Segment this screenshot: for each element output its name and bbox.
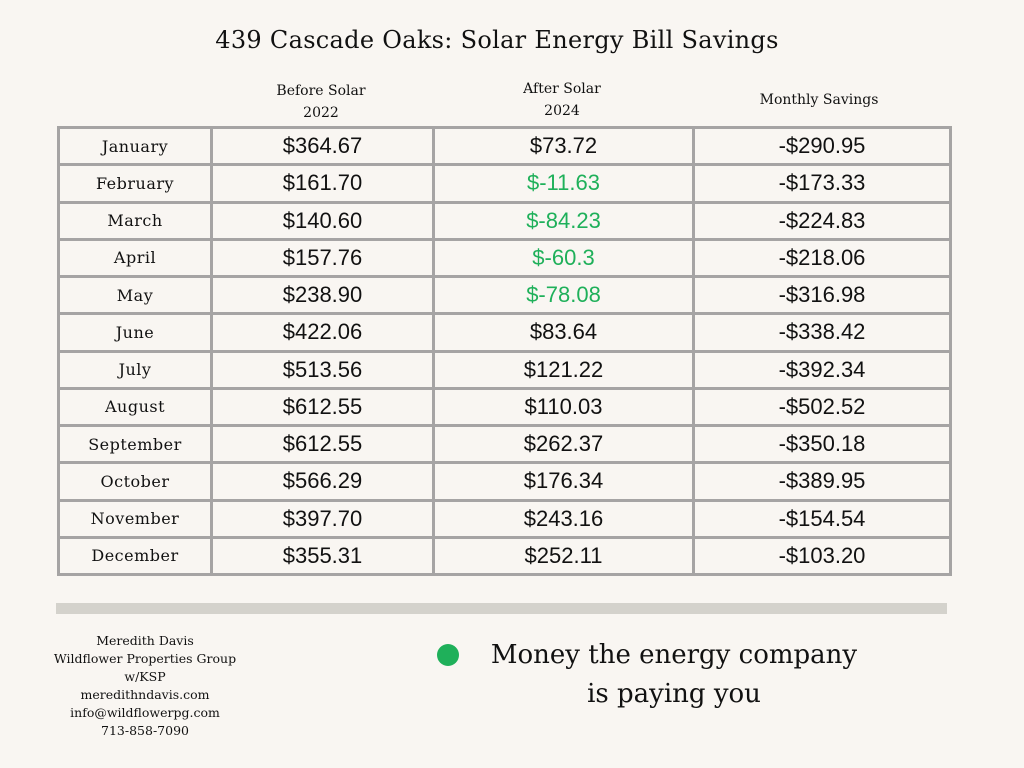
page-title: 439 Cascade Oaks: Solar Energy Bill Savi…	[215, 26, 779, 54]
table-row: September $612.55 $262.37 -$350.18	[60, 427, 949, 465]
savings-table: January $364.67 $73.72 -$290.95 February $161…	[57, 126, 952, 576]
table-row: December $355.31 $252.11 -$103.20	[60, 538, 949, 573]
column-header-before-solar: Before Solar 2022	[210, 80, 432, 124]
after-solar-cell: $73.72	[435, 129, 695, 167]
divider-bar	[56, 603, 947, 614]
monthly-savings-cell: -$224.83	[695, 204, 949, 241]
before-solar-cell: $397.70	[213, 501, 435, 539]
before-solar-cell: $161.70	[213, 166, 435, 204]
column-header-after-year: 2024	[544, 103, 580, 119]
before-solar-cell: $612.55	[213, 389, 435, 427]
month-cell: January	[60, 129, 213, 167]
after-solar-cell: $-84.23	[435, 203, 695, 241]
green-dot-icon	[437, 644, 459, 666]
month-cell: June	[60, 315, 213, 353]
after-solar-cell: $252.11	[435, 538, 695, 573]
table-row: November $397.70 $243.16 -$154.54	[60, 501, 949, 539]
before-solar-cell: $157.76	[213, 240, 435, 278]
month-cell: September	[60, 427, 213, 465]
before-solar-cell: $238.90	[213, 278, 435, 316]
monthly-savings-cell: -$392.34	[695, 353, 949, 390]
before-solar-cell: $422.06	[213, 315, 435, 353]
after-solar-cell: $243.16	[435, 501, 695, 539]
month-cell: March	[60, 203, 213, 241]
before-solar-cell: $513.56	[213, 352, 435, 390]
monthly-savings-cell: -$350.18	[695, 427, 949, 465]
column-header-after-label: After Solar	[523, 81, 601, 97]
contact-website: meredithndavis.com	[80, 687, 210, 702]
monthly-savings-cell: -$154.54	[695, 502, 949, 539]
table-row: April $157.76 $-60.3 -$218.06	[60, 240, 949, 278]
monthly-savings-cell: -$290.95	[695, 129, 949, 167]
legend-text: Money the energy company is paying you	[464, 636, 884, 714]
month-cell: May	[60, 278, 213, 316]
after-solar-cell: $-60.3	[435, 240, 695, 278]
after-solar-cell: $83.64	[435, 315, 695, 353]
month-cell: July	[60, 352, 213, 390]
legend-line-2: is paying you	[587, 679, 761, 709]
column-header-before-year: 2022	[303, 105, 339, 121]
contact-email: info@wildflowerpg.com	[70, 705, 220, 720]
monthly-savings-cell: -$173.33	[695, 166, 949, 204]
table-row: October $566.29 $176.34 -$389.95	[60, 464, 949, 502]
after-solar-cell: $176.34	[435, 464, 695, 502]
table-row: June $422.06 $83.64 -$338.42	[60, 315, 949, 353]
table-row: January $364.67 $73.72 -$290.95	[60, 129, 949, 167]
savings-table-body: January $364.67 $73.72 -$290.95 February $161…	[60, 129, 949, 573]
before-solar-cell: $566.29	[213, 464, 435, 502]
table-row: February $161.70 $-11.63 -$173.33	[60, 166, 949, 204]
monthly-savings-cell: -$389.95	[695, 464, 949, 502]
before-solar-cell: $612.55	[213, 427, 435, 465]
before-solar-cell: $355.31	[213, 538, 435, 573]
month-cell: November	[60, 501, 213, 539]
month-cell: October	[60, 464, 213, 502]
column-header-monthly-savings: Monthly Savings	[759, 92, 879, 108]
table-row: July $513.56 $121.22 -$392.34	[60, 352, 949, 390]
before-solar-cell: $140.60	[213, 203, 435, 241]
contact-affiliation: w/KSP	[124, 669, 166, 684]
after-solar-cell: $121.22	[435, 352, 695, 390]
after-solar-cell: $-11.63	[435, 166, 695, 204]
contact-phone: 713-858-7090	[101, 723, 189, 738]
after-solar-cell: $-78.08	[435, 278, 695, 316]
after-solar-cell: $262.37	[435, 427, 695, 465]
monthly-savings-cell: -$316.98	[695, 278, 949, 316]
column-header-after-solar: After Solar 2024	[432, 78, 692, 122]
table-row: August $612.55 $110.03 -$502.52	[60, 389, 949, 427]
month-cell: April	[60, 240, 213, 278]
table-row: March $140.60 $-84.23 -$224.83	[60, 203, 949, 241]
month-cell: August	[60, 389, 213, 427]
column-header-before-label: Before Solar	[276, 83, 366, 99]
contact-name: Meredith Davis	[96, 633, 194, 648]
before-solar-cell: $364.67	[213, 129, 435, 167]
monthly-savings-cell: -$103.20	[778, 542, 866, 568]
monthly-savings-cell: -$218.06	[695, 241, 949, 278]
month-cell: February	[60, 166, 213, 204]
contact-company: Wildflower Properties Group	[53, 651, 237, 666]
monthly-savings-cell: -$502.52	[695, 390, 949, 427]
table-row: May $238.90 $-78.08 -$316.98	[60, 278, 949, 316]
monthly-savings-cell: -$338.42	[695, 315, 949, 353]
legend-line-1: Money the energy company	[490, 640, 858, 670]
contact-block: Meredith Davis Wildflower Properties Gro…	[30, 632, 260, 740]
month-cell: December	[60, 538, 213, 573]
after-solar-cell: $110.03	[435, 389, 695, 427]
